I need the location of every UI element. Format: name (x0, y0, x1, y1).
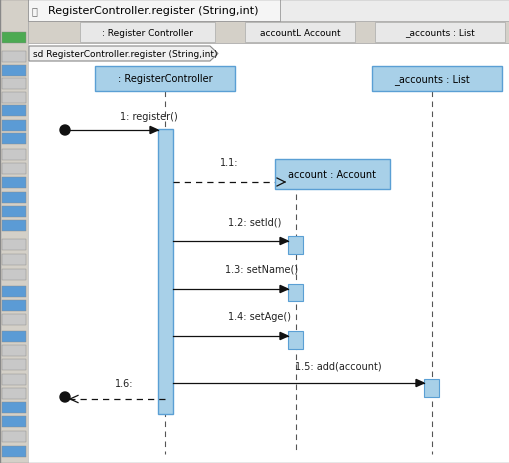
FancyBboxPatch shape (28, 0, 279, 22)
Bar (288, 284, 302, 301)
Bar (2, 163, 26, 175)
Bar (2, 287, 26, 297)
Text: 1.1:: 1.1: (219, 158, 238, 168)
Text: account : Account: account : Account (288, 169, 376, 180)
Bar (158, 130, 173, 414)
Bar (2, 332, 26, 342)
Bar (2, 255, 26, 265)
Bar (371, 67, 501, 92)
Bar (2, 178, 26, 188)
Bar (2, 446, 26, 457)
Bar (2, 269, 26, 281)
Bar (95, 67, 235, 92)
Text: RegisterController.register (String,int): RegisterController.register (String,int) (48, 6, 258, 16)
Text: 1.6:: 1.6: (115, 378, 133, 388)
Polygon shape (150, 127, 158, 134)
Bar (2, 79, 26, 90)
Bar (2, 93, 26, 104)
Bar (2, 416, 26, 427)
Bar (244, 23, 354, 43)
Text: 1: register(): 1: register() (120, 112, 178, 122)
Bar (2, 388, 26, 399)
Bar (80, 23, 215, 43)
Bar (423, 379, 438, 397)
Bar (2, 134, 26, 144)
Bar (2, 239, 26, 250)
Text: 1.3: setName(): 1.3: setName() (224, 264, 298, 275)
Bar (288, 237, 302, 255)
Bar (2, 66, 26, 77)
Text: ⛓: ⛓ (32, 6, 38, 16)
Bar (2, 121, 26, 131)
Bar (2, 300, 26, 311)
Text: 1.4: setAge(): 1.4: setAge() (228, 311, 291, 321)
Text: accountL Account: accountL Account (259, 28, 340, 38)
Polygon shape (279, 333, 288, 340)
Polygon shape (29, 47, 217, 62)
Bar (2, 150, 26, 161)
Bar (2, 52, 26, 63)
Bar (2, 374, 26, 385)
Bar (2, 402, 26, 413)
Bar (2, 220, 26, 232)
Text: sd RegisterController.register (String,int): sd RegisterController.register (String,i… (33, 50, 217, 59)
Bar (2, 431, 26, 442)
Polygon shape (279, 238, 288, 245)
Bar (2, 314, 26, 325)
Circle shape (60, 392, 70, 402)
FancyBboxPatch shape (28, 0, 509, 22)
Bar (2, 33, 26, 44)
Polygon shape (415, 380, 423, 387)
Bar (2, 345, 26, 356)
Polygon shape (279, 286, 288, 293)
Text: 1.5: add(account): 1.5: add(account) (294, 361, 381, 371)
Bar (2, 359, 26, 370)
Bar (274, 160, 389, 189)
Text: : Register Controller: : Register Controller (102, 28, 192, 38)
Bar (374, 23, 504, 43)
Bar (28, 22, 509, 44)
Bar (2, 193, 26, 204)
Text: _accounts : List: _accounts : List (404, 28, 474, 38)
Circle shape (60, 126, 70, 136)
Bar (0, 0, 28, 463)
Text: _accounts : List: _accounts : List (393, 74, 469, 85)
Bar (288, 332, 302, 349)
Text: : RegisterController: : RegisterController (118, 75, 212, 84)
Text: 1.2: setId(): 1.2: setId() (228, 218, 281, 227)
Bar (2, 206, 26, 218)
Bar (2, 106, 26, 117)
